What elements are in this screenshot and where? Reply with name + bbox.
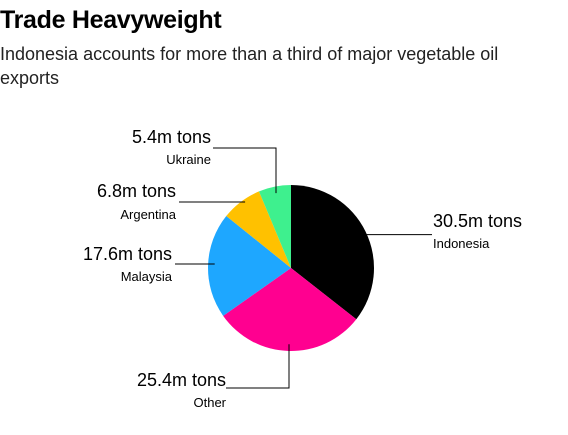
value-label-malaysia: 17.6m tons bbox=[83, 244, 172, 264]
pie-slice-malaysia bbox=[208, 216, 291, 316]
leader-line-ukraine bbox=[213, 147, 277, 194]
chart-title: Trade Heavyweight bbox=[0, 6, 222, 34]
leader-lines bbox=[175, 147, 432, 389]
value-label-other: 25.4m tons bbox=[137, 370, 226, 390]
category-label-argentina: Argentina bbox=[120, 207, 176, 222]
category-label-other: Other bbox=[193, 395, 226, 410]
slice-labels: 30.5m tons Indonesia 25.4m tons Other 17.6m … bbox=[83, 127, 522, 410]
value-label-ukraine: 5.4m tons bbox=[132, 127, 211, 147]
pie-slices bbox=[208, 185, 375, 352]
category-label-indonesia: Indonesia bbox=[433, 236, 490, 251]
leader-line-other bbox=[226, 344, 290, 389]
pie-slice-ukraine bbox=[258, 185, 291, 268]
value-label-indonesia: 30.5m tons bbox=[433, 211, 522, 231]
pie-slice-argentina bbox=[226, 191, 291, 268]
pie-slice-indonesia bbox=[291, 185, 375, 320]
chart-subtitle: Indonesia accounts for more than a third… bbox=[0, 44, 499, 88]
value-label-argentina: 6.8m tons bbox=[97, 181, 176, 201]
category-label-ukraine: Ukraine bbox=[166, 152, 211, 167]
pie-slice-other bbox=[223, 268, 357, 352]
category-label-malaysia: Malaysia bbox=[121, 269, 173, 284]
